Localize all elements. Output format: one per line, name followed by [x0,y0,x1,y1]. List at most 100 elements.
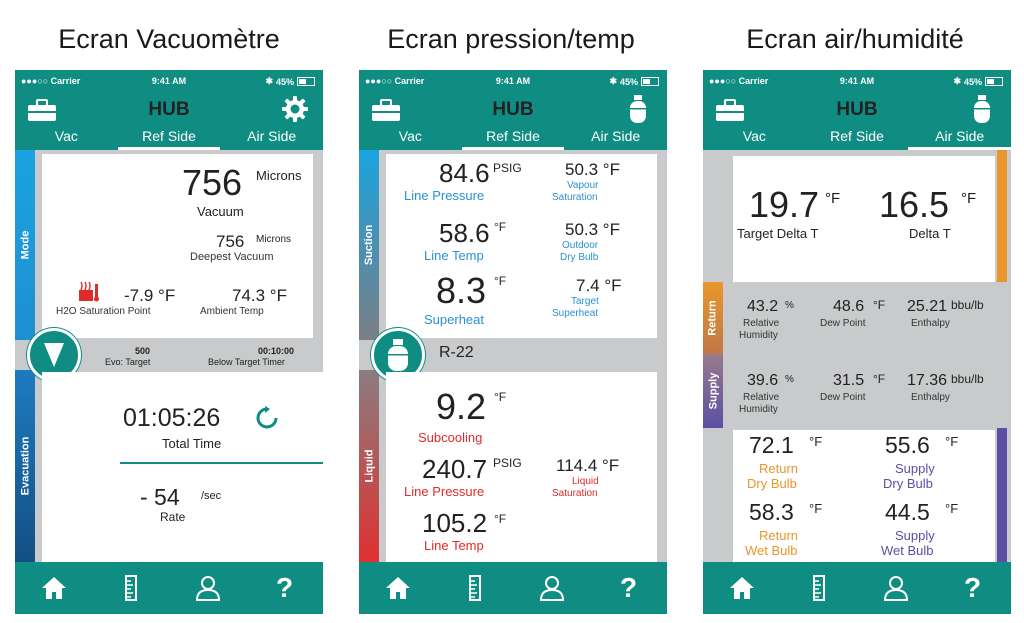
suction-card: 84.6 PSIG Line Pressure 50.3 °F Vapour S… [386,154,657,338]
liquid-sat-label: Liquid [572,476,599,487]
phone-air-screen: ●●●○○ Carrier 9:41 AM ✱ 45% HUB Vac Ref S… [703,70,1011,614]
home-icon[interactable] [34,568,74,608]
toolbox-icon[interactable] [27,98,57,122]
toolbox-icon[interactable] [715,98,745,122]
down-triangle-icon [44,343,64,367]
tab-bar: Vac Ref Side Air Side [703,124,1011,150]
tab-ref-side[interactable]: Ref Side [461,124,565,150]
status-bar: ●●●○○ Carrier 9:41 AM ✱ 45% [15,70,323,92]
user-icon[interactable] [876,568,916,608]
tab-vac[interactable]: Vac [54,128,78,144]
supply-dew-point-value: 31.5 [833,372,865,389]
supply-wet-bulb-unit: °F [945,501,959,516]
delta-t-value: 16.5 [879,184,950,225]
liquid-line-pressure-label: Line Pressure [404,484,485,499]
water-heater-icon [79,282,99,302]
dry-bulb-label: Dry Bulb [560,252,599,263]
vapour-label: Vapour [567,180,599,191]
delta-t-card: 19.7 °F Target Delta T 16.5 °F Delta T [733,156,995,282]
tab-ref-side[interactable]: Ref Side [830,128,884,144]
caption-air-humidite: Ecran air/humidité [746,24,964,54]
app-title: HUB [148,99,190,120]
liquid-line-temp-label: Line Temp [424,538,484,553]
refrigerant-type: R-22 [439,344,474,361]
return-indicator-bar [997,150,1007,282]
battery-indicator: ✱ 45% [609,76,659,87]
liquid-label: Liquid [363,449,375,483]
battery-percent: 45% [275,76,294,87]
refrigerant-tank-icon[interactable] [629,94,647,124]
supply-enthalpy-label: Enthalpy [911,392,950,403]
outdoor-label: Outdoor [562,240,599,251]
tab-air-side[interactable]: Air Side [908,124,1011,150]
delta-t-unit: °F [961,190,977,207]
refrigerant-tank-icon[interactable] [973,94,991,124]
toolbox-icon[interactable] [371,98,401,122]
tab-vac[interactable]: Vac [398,128,422,144]
ruler-icon[interactable] [455,568,495,608]
user-icon[interactable] [188,568,228,608]
rate-unit: /sec [201,490,222,502]
liquid-bar: Liquid [359,370,379,562]
ruler-icon[interactable] [111,568,151,608]
header: HUB [359,92,667,130]
saturation-label: Saturation [552,192,598,203]
return-wet-bulb-value: 58.3 [749,499,794,525]
deepest-unit: Microns [256,234,292,245]
supply-label: Supply [707,372,720,410]
gear-icon[interactable] [281,95,309,123]
supply-dew-point-unit: °F [873,372,886,386]
help-icon[interactable]: ? [275,572,294,603]
header: HUB [15,92,323,130]
liquid-card: 9.2 °F Subcooling 240.7 PSIG Line Pressu… [386,372,657,562]
bottom-nav: ? [703,562,1011,614]
tab-air-side[interactable]: Air Side [247,128,297,144]
target-label: Target [571,296,599,307]
target-superheat-value: 7.4 °F [576,276,622,295]
vacuum-value: 756 [182,162,243,203]
below-target-timer-label: Below Target Timer [208,357,285,367]
return-dry-bulb-unit: °F [809,434,823,449]
phone-vac-screen: ●●●○○ Carrier 9:41 AM ✱ 45% HUB Vac Ref S… [15,70,323,614]
tab-ref-side[interactable]: Ref Side [117,124,221,150]
return-bar: Return [703,282,723,354]
carrier-label: ●●●○○ Carrier [709,76,769,86]
tab-vac[interactable]: Vac [742,128,766,144]
supply-rh-unit: % [785,374,794,385]
bottom-nav: ? [15,562,323,614]
battery-indicator: ✱ 45% [953,76,1003,87]
evacuation-card: 01:05:26 Total Time - 54 /sec Rate [42,372,323,562]
superheat-label: Superheat [424,312,484,327]
superheat-unit: °F [494,274,507,288]
battery-percent: 45% [619,76,638,87]
reset-timer-icon[interactable] [255,406,279,430]
tab-air-side[interactable]: Air Side [591,128,641,144]
vacuum-unit: Microns [256,168,302,183]
carrier-label: ●●●○○ Carrier [21,76,81,86]
return-enthalpy-unit: bbu/lb [951,298,984,312]
vacuum-card: 756 Microns Vacuum 756 Microns Deepest V… [42,154,313,338]
total-time-value: 01:05:26 [123,404,221,432]
battery-indicator: ✱ 45% [265,76,315,87]
help-icon[interactable]: ? [619,572,638,603]
top-bar [15,70,323,150]
home-icon[interactable] [722,568,762,608]
return-dew-point-value: 48.6 [833,298,865,315]
vacuum-label: Vacuum [197,204,244,219]
user-icon[interactable] [532,568,572,608]
top-bar [359,70,667,150]
line-temp-unit: °F [494,220,507,234]
help-icon[interactable]: ? [963,572,982,603]
supply-wet-bulb-label1: Supply [895,528,935,543]
supply-rh-label1: Relative [743,392,780,403]
suction-label: Suction [363,224,375,266]
ruler-icon[interactable] [799,568,839,608]
bottom-nav: ? [359,562,667,614]
caption-pression-temp: Ecran pression/temp [387,24,635,54]
home-icon[interactable] [378,568,418,608]
rate-label: Rate [160,510,186,524]
supply-rh-value: 39.6 [747,372,779,389]
return-rh-unit: % [785,300,794,311]
bluetooth-icon: ✱ [609,76,617,86]
return-rh-label2: Humidity [739,330,778,341]
